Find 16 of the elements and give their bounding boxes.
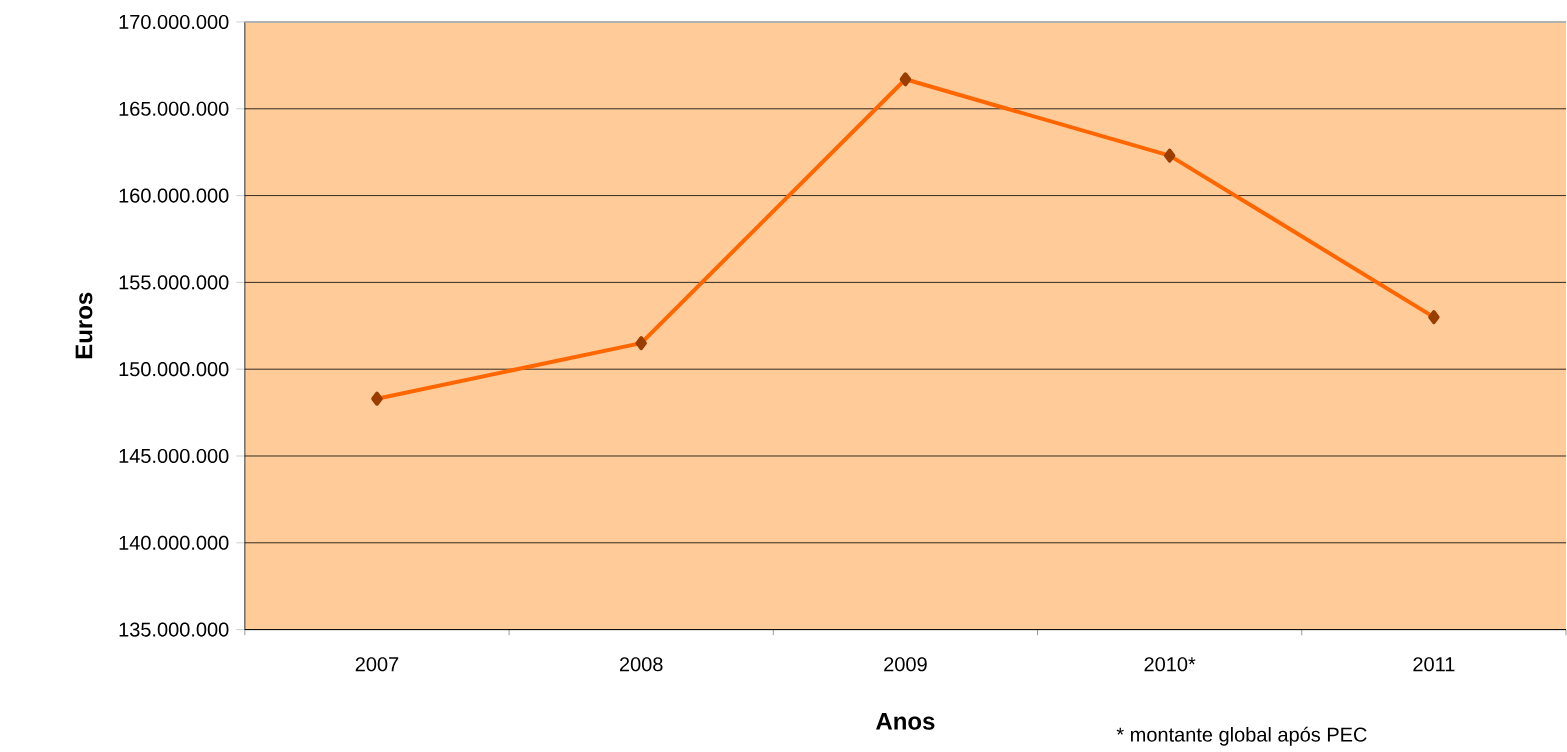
y-tick-label: 150.000.000 [119, 361, 229, 377]
y-axis-title: Euros [75, 292, 93, 359]
x-tick-label: 2008 [619, 657, 663, 672]
y-tick-label: 155.000.000 [119, 275, 229, 290]
x-tick-label: 2010* [1144, 657, 1196, 672]
y-tick-label: 135.000.000 [119, 622, 229, 637]
x-tick-label: 2011 [1413, 657, 1455, 672]
y-tick-label: 160.000.000 [119, 188, 229, 203]
text: * montante global após PEC [1116, 726, 1367, 746]
y-tick-label: 170.000.000 [119, 14, 229, 29]
y-tick-label: 140.000.000 [119, 535, 229, 550]
x-tick-label: 2007 [355, 657, 399, 672]
x-axis-title: Anos [876, 712, 935, 730]
y-tick-label: 145.000.000 [119, 448, 229, 463]
x-tick-label: 2009 [884, 657, 927, 672]
y-tick-label: 165.000.000 [119, 101, 229, 116]
